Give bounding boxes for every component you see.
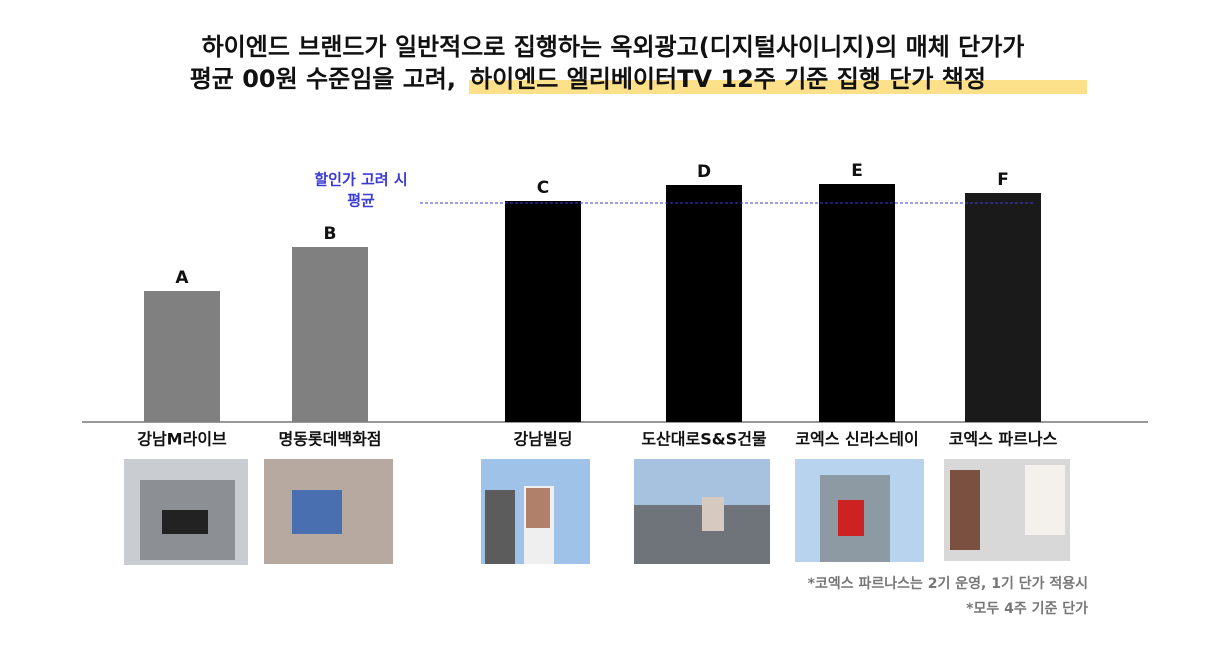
x-tick-label: 강남빌딩 xyxy=(514,430,573,449)
x-tick-label: 코엑스 신라스테이 xyxy=(795,430,918,449)
bar xyxy=(505,201,581,422)
x-tick-label: 강남M라이브 xyxy=(137,430,227,449)
x-tick-label: 도산대로S&S건물 xyxy=(641,430,767,449)
photo-detail xyxy=(292,490,342,534)
highlight xyxy=(469,80,1087,94)
photo-detail xyxy=(702,497,724,531)
reference-label: 할인가 고려 시 xyxy=(314,171,407,189)
x-tick-label: 명동롯데백화점 xyxy=(278,430,381,449)
note: *모두 4주 기준 단가 xyxy=(966,600,1088,617)
bar xyxy=(819,184,895,422)
photo-detail xyxy=(1025,465,1065,535)
title-line: 하이엔드 엘리베이터TV 12주 기준 집행 단가 책정 xyxy=(470,65,986,93)
photo-detail xyxy=(485,490,515,564)
bar-label: A xyxy=(175,268,189,288)
bar-label: F xyxy=(997,170,1009,190)
x-tick-label: 코엑스 파르나스 xyxy=(949,430,1058,449)
reference-label: 평균 xyxy=(347,192,375,210)
bar-label: C xyxy=(537,178,549,198)
bar-label: B xyxy=(324,224,337,244)
photo-detail xyxy=(526,488,550,528)
photo-detail xyxy=(950,470,980,550)
title-line: 평균 00원 수준임을 고려, xyxy=(190,65,456,93)
title-line: 하이엔드 브랜드가 일반적으로 집행하는 옥외광고(디지털사이니지)의 매체 단… xyxy=(202,33,1025,61)
bar-label: E xyxy=(851,161,863,181)
bar xyxy=(144,291,220,422)
bar xyxy=(292,247,368,422)
note: *코엑스 파르나스는 2기 운영, 1기 단가 적용시 xyxy=(808,575,1088,592)
photo-detail xyxy=(162,510,208,534)
bar xyxy=(965,193,1041,422)
photos xyxy=(124,459,1070,565)
bar xyxy=(666,185,742,422)
bar-label: D xyxy=(697,162,711,182)
photo-detail xyxy=(838,500,864,536)
